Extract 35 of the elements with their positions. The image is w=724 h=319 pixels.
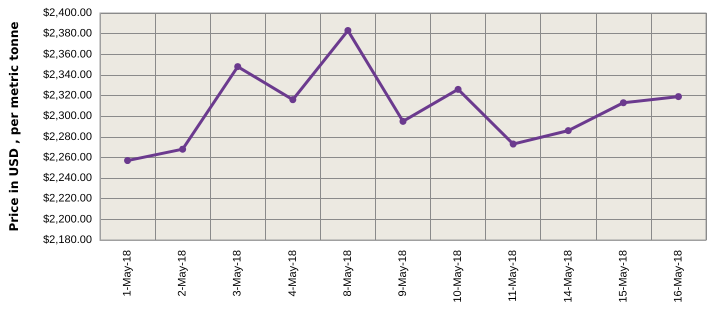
y-tick-label: $2,180.00: [43, 234, 92, 246]
y-tick-label: $2,320.00: [43, 90, 92, 102]
y-tick-label: $2,340.00: [43, 68, 92, 81]
point: [454, 86, 462, 93]
y-tick-label: $2,220.00: [43, 192, 92, 205]
y-tick-label: $2,300.00: [43, 110, 92, 122]
y-tick-label: $2,200.00: [43, 213, 92, 226]
y-tick-label: $2,400.00: [43, 7, 92, 19]
x-tick-label: 16-May-18: [672, 250, 684, 303]
x-tick-label: 10-May-18: [452, 250, 464, 303]
x-tick-label: 1-May-18: [122, 250, 134, 296]
point: [234, 63, 242, 70]
point: [344, 27, 352, 34]
point: [620, 99, 627, 106]
y-tick-label: $2,360.00: [43, 48, 92, 60]
y-tick-label: $2,260.00: [43, 151, 92, 164]
x-tick-label: 2-May-18: [176, 250, 189, 296]
x-tick-label: 15-May-18: [617, 250, 630, 303]
y-tick-label: $2,380.00: [43, 28, 92, 40]
y-tick-label: $2,280.00: [43, 130, 92, 143]
x-tick-label: 8-May-18: [342, 250, 354, 296]
point: [400, 118, 406, 125]
x-tick-label: 11-May-18: [507, 250, 520, 302]
point: [179, 146, 186, 153]
y-tick-label: $2,240.00: [43, 172, 92, 184]
point: [510, 140, 517, 148]
x-tick-label: 9-May-18: [397, 250, 409, 296]
point: [564, 127, 572, 134]
x-tick-label: 14-May-18: [562, 250, 574, 303]
y-axis-title: Price in USD , per metric tonne: [7, 21, 21, 232]
point: [124, 157, 132, 164]
x-tick-label: 3-May-18: [232, 250, 244, 296]
point: [674, 93, 682, 100]
point: [289, 96, 296, 104]
x-tick-label: 4-May-18: [286, 250, 299, 296]
